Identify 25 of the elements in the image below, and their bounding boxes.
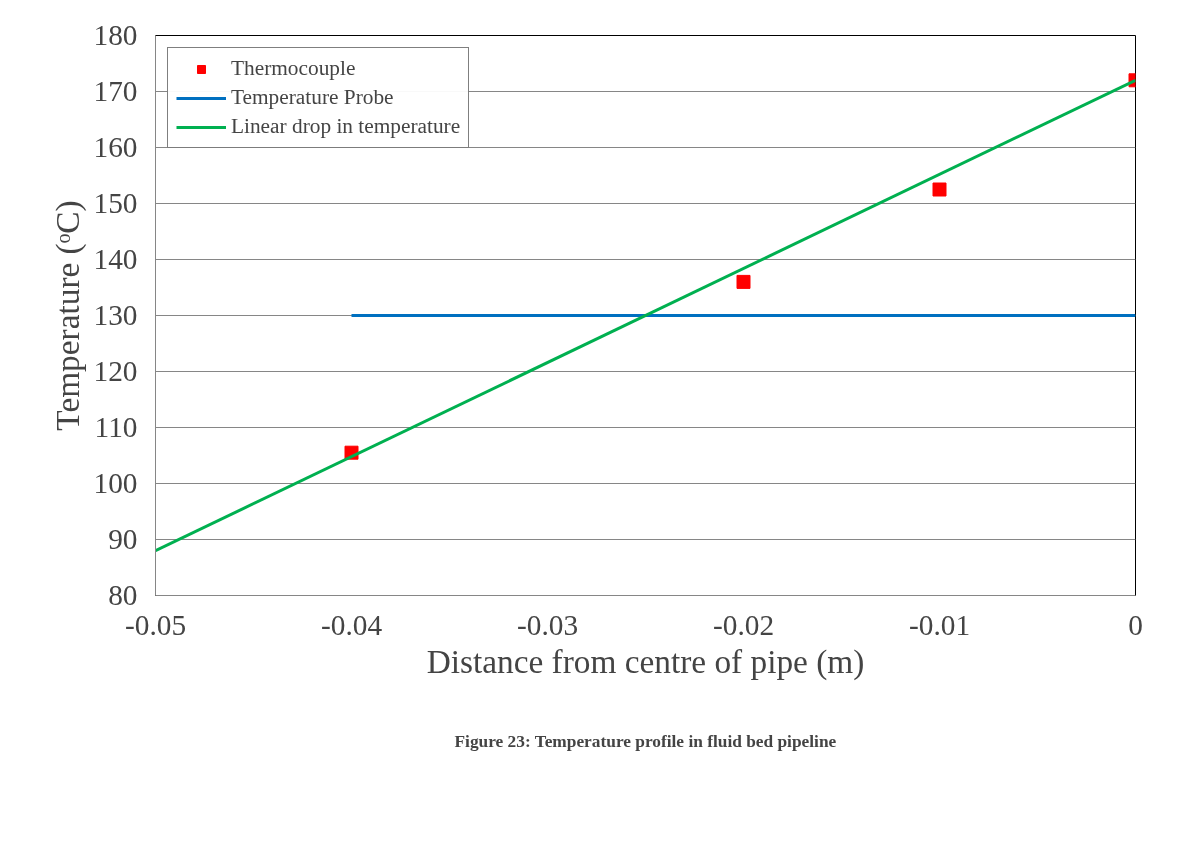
- x-tick-label: 0: [1128, 608, 1143, 641]
- y-axis-title: Temperature (ᵒC): [48, 200, 87, 431]
- caption: Figure 23: Temperature profile in fluid bed pipeline: [454, 732, 837, 751]
- x-tick-label: -0.04: [320, 608, 383, 641]
- y-tick-label: 140: [93, 243, 138, 275]
- point: [932, 182, 947, 197]
- legend-label: Linear drop in temperature: [231, 114, 461, 139]
- x-tick-label: -0.05: [124, 608, 187, 641]
- x-tick-label: -0.02: [712, 608, 775, 641]
- x-axis-title: Distance from centre of pipe (m): [426, 642, 865, 681]
- y-tick-label: 100: [93, 467, 138, 499]
- x-tick-label: -0.03: [516, 608, 579, 641]
- y-tick-label: 170: [93, 75, 138, 107]
- x-tick-label: -0.01: [908, 608, 971, 641]
- y-tick-label: 160: [93, 131, 138, 163]
- legend-label: Temperature Probe: [231, 85, 394, 110]
- y-tick-label: 120: [93, 355, 138, 387]
- y-tick-label: 130: [93, 299, 138, 331]
- y-tick-label: 80: [108, 579, 138, 611]
- point: [736, 274, 751, 289]
- y-tick-label: 90: [108, 523, 138, 555]
- y-tick-label: 150: [93, 187, 138, 219]
- y-tick-label: 110: [94, 411, 138, 443]
- legend-label: Thermocouple: [231, 56, 356, 81]
- y-tick-label: 180: [93, 19, 138, 51]
